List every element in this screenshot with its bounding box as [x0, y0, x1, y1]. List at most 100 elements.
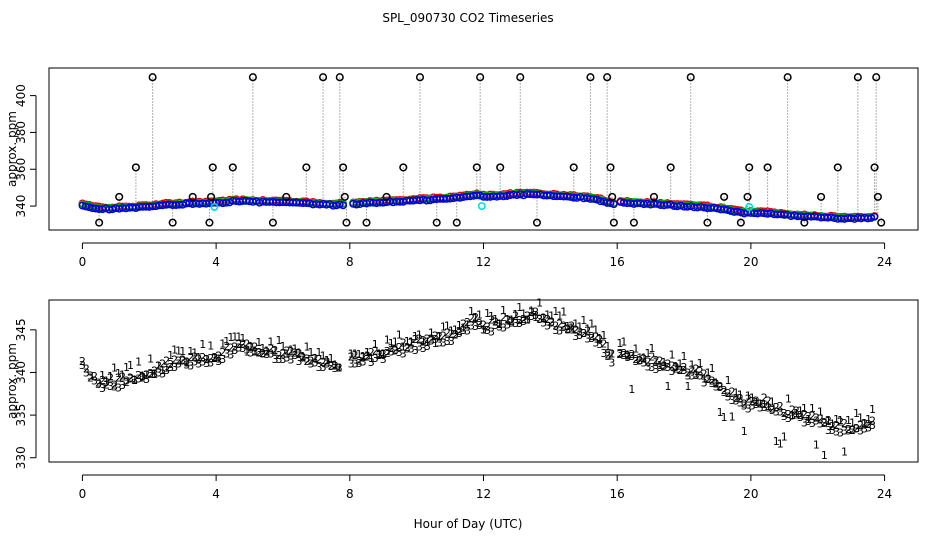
bottom-series-1-point: 1	[628, 383, 635, 396]
top-spike-point	[205, 218, 214, 227]
top-spike-point	[415, 73, 425, 82]
bottom-series-1-point: 1	[199, 338, 206, 351]
bottom-series-2-point: 2	[235, 338, 242, 351]
bottom-series-2-point: 2	[841, 417, 848, 430]
bottom-series-2-point: 2	[484, 320, 491, 333]
bottom-series-3-point: 3	[139, 370, 146, 383]
bottom-series-3-point: 3	[380, 353, 387, 366]
bottom-series-1-point: 1	[733, 387, 740, 400]
top-spike-point	[666, 163, 675, 172]
bottom-series-2-point: 2	[781, 407, 788, 420]
bottom-series-2-point: 2	[444, 327, 451, 340]
bottom-series-2-point: 2	[608, 348, 615, 361]
bottom-series-1-point: 1	[512, 308, 519, 321]
bottom-series-1-point: 1	[853, 407, 860, 420]
bottom-series-3-point: 3	[568, 324, 575, 337]
bottom-series-3-point: 3	[171, 361, 178, 374]
top-series-3-point	[339, 201, 348, 210]
top-spike-point	[207, 192, 216, 201]
bottom-series-1-point: 1	[448, 324, 455, 337]
bottom-series-3-point: 3	[701, 376, 708, 389]
bottom-series-3-point: 3	[296, 355, 303, 368]
bottom-series-2-point: 2	[352, 349, 359, 362]
bottom-series-2-point: 2	[412, 333, 419, 346]
bottom-series-2-point: 2	[717, 380, 724, 393]
bottom-series-3-point: 3	[733, 395, 740, 408]
bottom-series-2-point: 2	[119, 371, 126, 384]
top-spike-point	[817, 192, 826, 201]
bottom-series-3-point: 3	[544, 320, 551, 333]
bottom-series-1-point: 1	[761, 398, 768, 411]
bottom-series-1-point: 1	[857, 412, 864, 425]
bottom-series-3-point: 3	[512, 317, 519, 330]
bottom-series-1-point: 1	[524, 313, 531, 326]
bottom-series-2-point: 2	[79, 355, 86, 368]
bottom-series-3-point: 3	[741, 399, 748, 412]
bottom-series-3-point: 3	[428, 335, 435, 348]
bottom-series-3-point: 3	[328, 360, 335, 373]
bottom-series-1-point: 1	[648, 342, 655, 355]
bottom-series-2-point: 2	[448, 327, 455, 340]
bottom-series-1-point: 1	[861, 417, 868, 430]
bottom-series-3-point: 3	[769, 404, 776, 417]
top-series-3-point	[863, 214, 872, 223]
bottom-y-axis: 330 335 340 345	[14, 318, 37, 469]
bottom-series-3-point: 3	[869, 419, 876, 432]
top-spike-point	[745, 163, 754, 172]
bottom-series-2-point: 2	[360, 351, 367, 364]
bottom-series-1-point: 1	[436, 331, 443, 344]
bottom-series-3-point: 3	[332, 362, 339, 375]
bottom-series-2-point: 2	[705, 373, 712, 386]
bottom-series-2-point: 2	[151, 364, 158, 377]
bottom-series-2-point: 2	[640, 352, 647, 365]
bottom-series-3-point: 3	[488, 326, 495, 339]
bottom-series-1-point: 1	[484, 307, 491, 320]
bottom-series-1-point: 1	[685, 380, 692, 393]
bottom-series-2-point: 2	[773, 401, 780, 414]
bottom-series-2-point: 2	[556, 318, 563, 331]
bottom-series-1-point: 1	[316, 346, 323, 359]
bottom-series-3-point: 3	[805, 415, 812, 428]
bottom-series-1-point: 1	[372, 338, 379, 351]
top-calibration-point	[745, 202, 754, 211]
top-spike-point	[452, 218, 461, 227]
bottom-series-2-point: 2	[829, 420, 836, 433]
bottom-series-3-point: 3	[412, 344, 419, 357]
bottom-series-3-point: 3	[745, 402, 752, 415]
top-spike-point	[603, 73, 612, 82]
bottom-series-3-point: 3	[681, 364, 688, 377]
bottom-series-3-point: 3	[616, 347, 623, 360]
bottom-series-1-point: 1	[548, 310, 555, 323]
bottom-series-2-point: 2	[143, 368, 150, 381]
bottom-series-1-point: 1	[183, 357, 190, 370]
bottom-series-3-point: 3	[131, 374, 138, 387]
bottom-series-1-point: 1	[283, 348, 290, 361]
bottom-series-2-point: 2	[436, 330, 443, 343]
bottom-series-2-point: 2	[195, 353, 202, 366]
bottom-series-3-point: 3	[737, 396, 744, 409]
bottom-series-3-point: 3	[677, 363, 684, 376]
top-spike-point	[703, 218, 712, 227]
bottom-series-3-point: 3	[111, 381, 118, 394]
top-y-tick-label: 380	[14, 121, 28, 144]
top-spike-point	[649, 192, 659, 201]
bottom-series-1-point: 1	[813, 439, 820, 452]
bottom-series-3-point: 3	[500, 321, 507, 334]
bottom-series-1-point: 1	[207, 339, 214, 352]
bottom-series-3-point: 3	[432, 333, 439, 346]
top-x-tick-label: 20	[743, 255, 758, 269]
bottom-series-1-point: 1	[179, 345, 186, 358]
bottom-y-tick-label: 335	[14, 404, 28, 427]
bottom-series-2-point: 2	[500, 311, 507, 324]
bottom-series-1-point: 1	[568, 322, 575, 335]
bottom-series-1-point: 1	[131, 374, 138, 387]
bottom-series-3-point: 3	[725, 390, 732, 403]
bottom-series-3-point: 3	[777, 406, 784, 419]
bottom-series-2-point: 2	[203, 353, 210, 366]
bottom-series-3-point: 3	[580, 327, 587, 340]
bottom-series-3-point: 3	[159, 368, 166, 381]
bottom-series-2-point: 2	[432, 329, 439, 342]
top-spike-point	[720, 192, 729, 201]
bottom-series-1-point: 1	[243, 345, 250, 358]
bottom-series-2-point: 2	[813, 412, 820, 425]
